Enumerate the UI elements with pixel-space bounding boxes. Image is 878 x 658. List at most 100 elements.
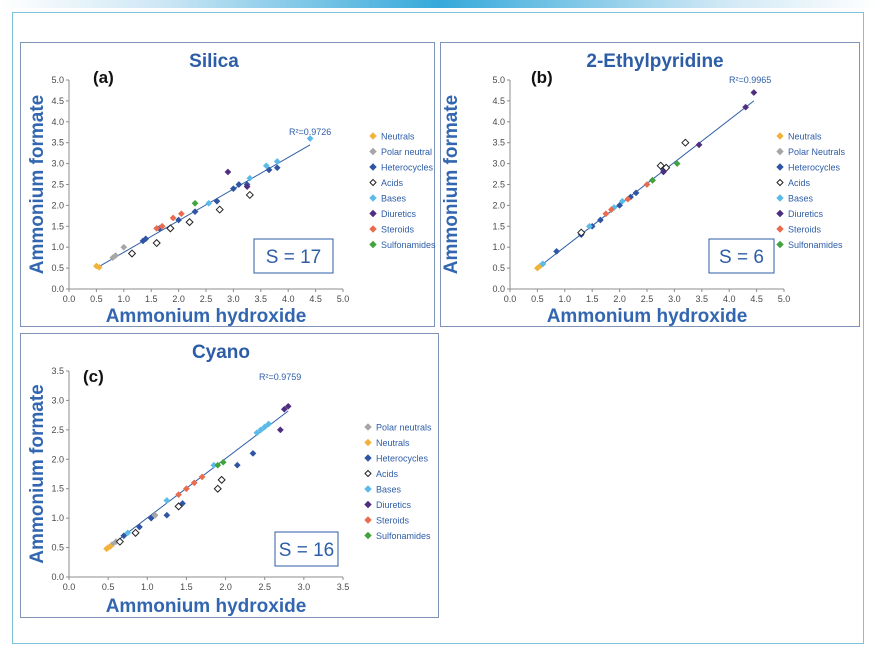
panel-2-ethylpyridine: 2-Ethylpyridine (b) 0.0 0.5 1.0 1.5 2.0 2.5 3.0 3… xyxy=(440,42,860,327)
x-tick-label: 2.5 xyxy=(258,582,271,592)
legend-marker-neutrals xyxy=(364,438,372,447)
x-tick-label: 0.5 xyxy=(102,582,115,592)
x-tick-label: 1.0 xyxy=(141,582,154,592)
legend-marker-bases xyxy=(369,194,377,202)
data-point-heterocycles xyxy=(265,166,273,174)
legend-label-neutrals: Neutrals xyxy=(788,132,822,142)
data-point-heterocycles xyxy=(235,181,243,188)
legend-marker-steroids xyxy=(364,516,372,524)
r-squared-label: R²=0.9759 xyxy=(259,372,301,382)
data-point-steroids xyxy=(153,224,161,232)
legend-marker-bases xyxy=(776,194,784,202)
legend-label-bases: Bases xyxy=(788,194,814,204)
data-point-steroids xyxy=(643,181,651,188)
data-point-neutrals xyxy=(107,542,114,550)
legend-marker-acids xyxy=(364,469,372,478)
data-point-bases xyxy=(539,260,547,268)
data-point-heterocycles xyxy=(213,197,221,205)
y-tick-label: 4.5 xyxy=(51,96,64,106)
data-point-steroids xyxy=(175,491,183,499)
data-point-bases xyxy=(618,197,626,205)
legend-marker-diuretics xyxy=(364,500,372,509)
y-tick-label: 0.0 xyxy=(51,572,64,582)
data-point-acids xyxy=(174,502,183,511)
data-point-heterocycles xyxy=(596,216,604,224)
data-point-heterocycles xyxy=(175,216,183,224)
data-point-steroids xyxy=(624,195,632,203)
legend-label-heterocycles: Heterocycles xyxy=(376,454,429,464)
data-point-sulfonamides xyxy=(649,176,656,184)
data-point-acids xyxy=(245,190,254,200)
y-tick-label: 3.5 xyxy=(51,138,64,148)
y-tick-label: 3.5 xyxy=(51,366,64,376)
data-point-diuretics xyxy=(276,426,284,434)
data-point-heterocycles xyxy=(229,185,237,193)
r-squared-label: R²=0.9726 xyxy=(289,127,331,137)
s-value-label: S = 6 xyxy=(719,247,764,268)
y-tick-label: 2.0 xyxy=(51,454,64,464)
data-point-bases xyxy=(261,423,269,431)
legend-marker-polar-neutral xyxy=(369,147,377,156)
x-tick-label: 4.5 xyxy=(309,294,322,304)
legend-label-sulfonamides: Sulfonamides xyxy=(381,240,436,250)
legend-marker-acids xyxy=(369,178,377,187)
data-point-acids xyxy=(131,528,140,537)
y-tick-label: 3.5 xyxy=(492,138,505,148)
chart-2-ethylpyridine: 2-Ethylpyridine (b) 0.0 0.5 1.0 1.5 2.0 2.5 3.0 3… xyxy=(441,51,846,327)
x-tick-label: 4.0 xyxy=(723,294,736,304)
data-point-acids xyxy=(213,484,222,493)
y-tick-label: 3.0 xyxy=(51,159,64,169)
x-tick-label: 5.0 xyxy=(337,294,350,304)
top-accent-bar xyxy=(0,0,878,8)
data-point-diuretics xyxy=(224,168,232,176)
legend-marker-sulfonamides xyxy=(776,240,784,249)
legend-marker-neutrals xyxy=(369,132,377,140)
data-point-bases xyxy=(273,158,281,165)
x-tick-label: 3.0 xyxy=(227,294,240,304)
data-point-neutrals xyxy=(95,263,103,271)
y-tick-label: 5.0 xyxy=(492,75,505,85)
legend-marker-polar-neutrals xyxy=(364,423,372,431)
panel-label: (b) xyxy=(531,68,553,87)
legend-label-polar-neutrals: Polar neutrals xyxy=(376,423,432,433)
x-tick-label: 0.5 xyxy=(90,294,103,304)
legend-marker-steroids xyxy=(369,225,377,233)
y-axis-title: Ammonium formate xyxy=(27,95,48,274)
x-axis-title: Ammonium hydroxide xyxy=(106,596,307,617)
x-tick-label: 2.5 xyxy=(641,294,654,304)
x-tick-label: 5.0 xyxy=(778,294,791,304)
x-tick-label: 3.5 xyxy=(696,294,709,304)
data-point-bases xyxy=(205,199,213,207)
y-tick-label: 2.5 xyxy=(492,180,505,190)
panel-silica: Silica (a) 0.0 0.5 1.0 1.5 2.0 2.5 3.0 3.5 4.0 4.5 5… xyxy=(20,42,436,327)
x-tick-label: 3.0 xyxy=(298,582,311,592)
data-point-acids xyxy=(152,238,161,248)
y-tick-label: 1.5 xyxy=(51,221,64,231)
data-point-sulfonamides xyxy=(673,160,681,168)
legend-marker-diuretics xyxy=(369,209,377,218)
data-point-acids xyxy=(166,224,175,233)
legend-marker-acids xyxy=(776,178,784,187)
data-point-steroids xyxy=(158,222,166,230)
data-point-steroids xyxy=(607,206,615,214)
legend-label-acids: Acids xyxy=(381,178,404,188)
x-axis-title: Ammonium hydroxide xyxy=(106,306,307,327)
data-point-polar-neutral xyxy=(120,243,128,251)
y-tick-label: 4.0 xyxy=(492,117,505,127)
legend-label-diuretics: Diuretics xyxy=(381,209,417,219)
legend-label-steroids: Steroids xyxy=(381,225,415,235)
legend-marker-sulfonamides xyxy=(369,240,377,249)
data-point-steroids xyxy=(182,485,190,493)
data-point-sulfonamides xyxy=(219,458,227,466)
legend-label-sulfonamides: Sulfonamides xyxy=(376,531,431,541)
data-point-diuretics xyxy=(659,168,667,176)
x-tick-label: 1.5 xyxy=(586,294,599,304)
data-point-acids xyxy=(127,249,137,258)
data-point-diuretics xyxy=(742,103,750,111)
data-point-heterocycles xyxy=(120,532,128,540)
y-tick-label: 4.5 xyxy=(492,96,505,106)
y-tick-label: 0.5 xyxy=(492,263,505,273)
y-tick-label: 3.0 xyxy=(492,159,505,169)
data-point-heterocycles xyxy=(147,514,155,522)
legend-label-acids: Acids xyxy=(376,469,399,479)
